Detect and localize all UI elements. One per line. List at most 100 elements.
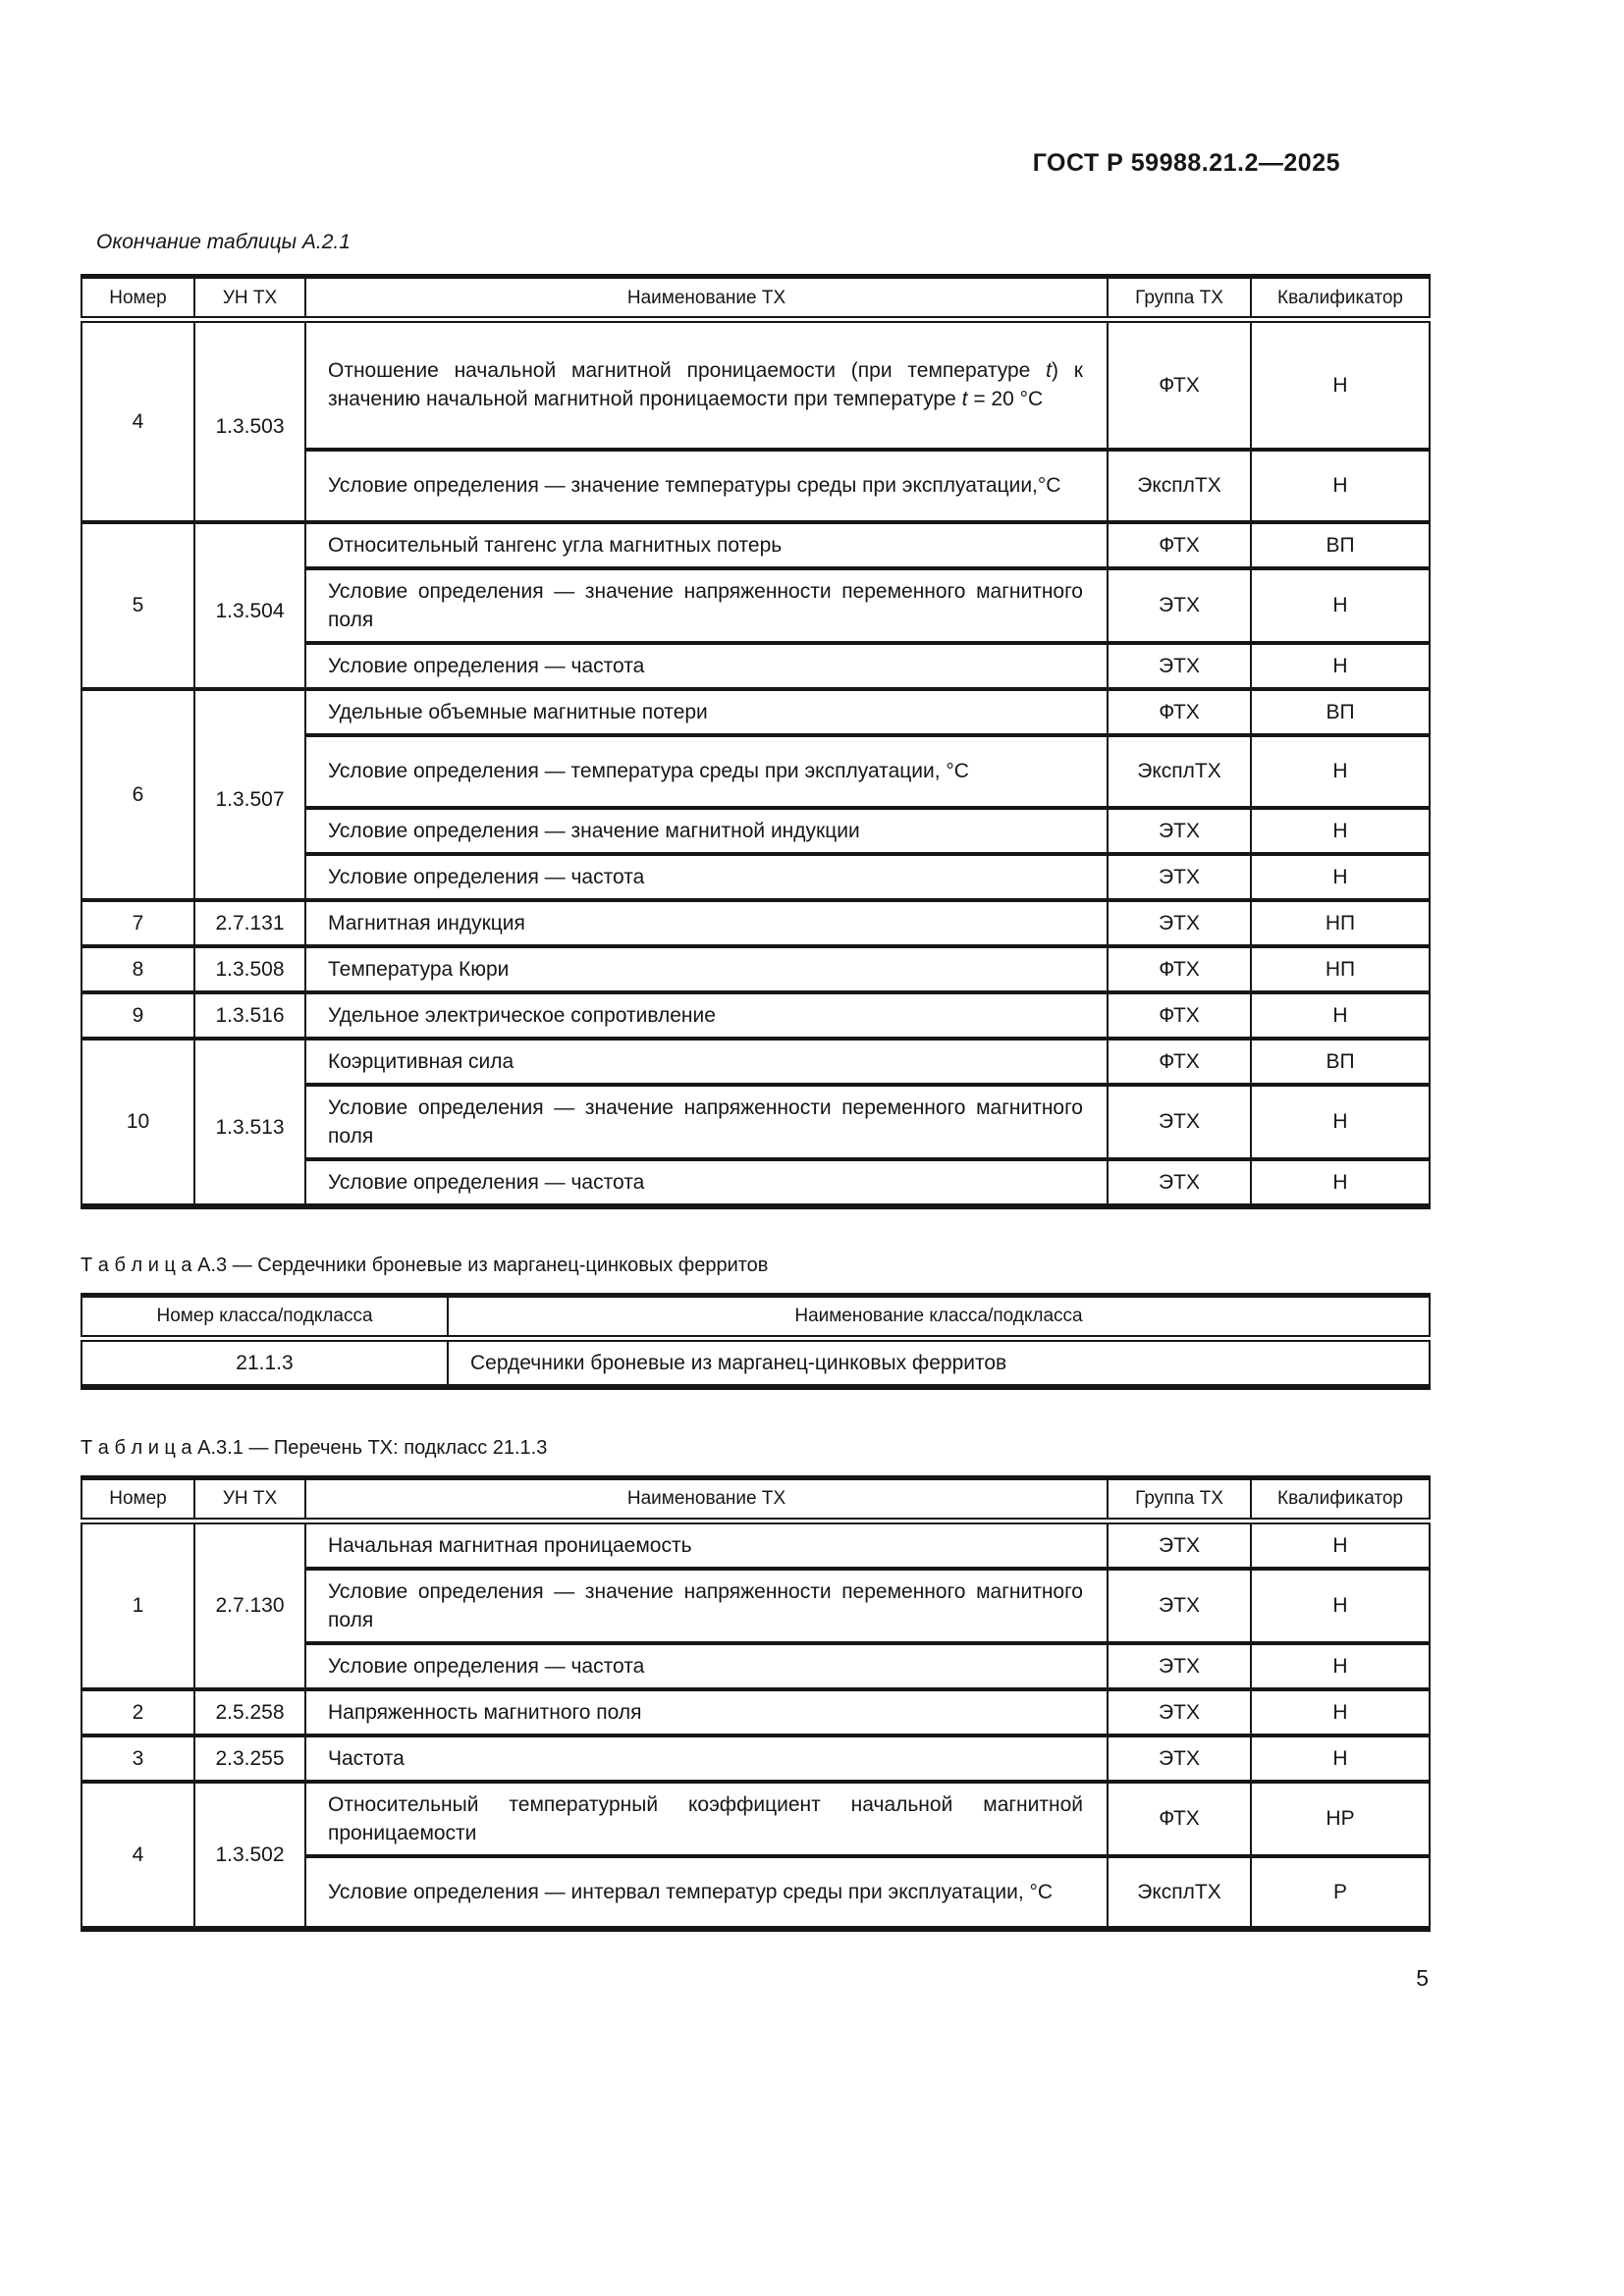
name-cell: Условие определения — частота xyxy=(304,640,1109,689)
table-row: 7 2.7.131 Магнитная индукция ЭТХ НП xyxy=(81,897,1431,946)
name-cell: Условие определения — значение напряженн… xyxy=(304,1566,1109,1643)
group-cell: ЭТХ xyxy=(1107,897,1252,946)
table-row: Условие определения — значение напряженн… xyxy=(81,1566,1431,1643)
col-name-tx: Наименование ТХ xyxy=(304,1477,1109,1524)
un-cell: 1.3.507 xyxy=(193,686,306,900)
group-cell: ЭТХ xyxy=(1107,1566,1252,1643)
un-cell: 1.3.508 xyxy=(193,943,306,992)
page-number: 5 xyxy=(1416,1964,1429,1991)
num-cell: 3 xyxy=(81,1733,195,1782)
un-cell: 2.5.258 xyxy=(193,1686,306,1735)
name-cell: Условие определения — значение напряженн… xyxy=(304,1082,1109,1159)
col-class-name: Наименование класса/подкласса xyxy=(447,1295,1431,1342)
table-row: 10 1.3.513 Коэрцитивная сила ФТХ ВП xyxy=(81,1036,1431,1206)
qualifier-cell: ВП xyxy=(1250,1036,1431,1085)
num-cell: 2 xyxy=(81,1686,195,1735)
name-cell: Условие определения — значение магнитной… xyxy=(304,805,1109,854)
group-cell: ЭТХ xyxy=(1107,1156,1252,1206)
table-row: 3 2.3.255 Частота ЭТХ Н xyxy=(81,1733,1431,1782)
num-cell: 9 xyxy=(81,989,195,1039)
table-row: 5 1.3.504 Относительный тангенс угла маг… xyxy=(81,519,1431,689)
col-un-tx: УН ТХ xyxy=(193,1477,306,1524)
class-name-cell: Сердечники броневые из марганец-цинковых… xyxy=(447,1338,1431,1387)
name-cell: Удельное электрическое сопротивление xyxy=(304,989,1109,1039)
table-row: 4 1.3.503 Отношение начальной магнитной … xyxy=(81,319,1431,522)
name-cell: Частота xyxy=(304,1733,1109,1782)
un-cell: 2.7.131 xyxy=(193,897,306,946)
table-row: Условие определения — интервал температу… xyxy=(81,1853,1431,1929)
document-code: ГОСТ Р 59988.21.2—2025 xyxy=(1032,149,1340,177)
table-row: 2 2.5.258 Напряженность магнитного поля … xyxy=(81,1686,1431,1735)
num-cell: 5 xyxy=(81,519,195,689)
table-row: Условие определения — частота ЭТХ Н xyxy=(81,640,1431,689)
group-cell: ЭТХ xyxy=(1107,1521,1252,1569)
col-un-tx: УН ТХ xyxy=(193,276,306,323)
table-row: 8 1.3.508 Температура Кюри ФТХ НП xyxy=(81,943,1431,992)
group-cell: ЭТХ xyxy=(1107,1082,1252,1159)
table-row: Условие определения — частота ЭТХ Н xyxy=(81,851,1431,900)
table-row: Условие определения — значение напряженн… xyxy=(81,1082,1431,1159)
name-cell: Отношение начальной магнитной проницаемо… xyxy=(304,319,1109,450)
qualifier-cell: Н xyxy=(1250,319,1431,450)
group-cell: ЭТХ xyxy=(1107,640,1252,689)
num-cell: 7 xyxy=(81,897,195,946)
qualifier-cell: ВП xyxy=(1250,686,1431,735)
qualifier-cell: Н xyxy=(1250,1566,1431,1643)
name-cell: Напряженность магнитного поля xyxy=(304,1686,1109,1735)
table-row: Условие определения — значение температу… xyxy=(81,447,1431,522)
col-number: Номер xyxy=(81,1477,195,1524)
qualifier-cell: Н xyxy=(1250,732,1431,808)
name-cell: Условие определения — частота xyxy=(304,1640,1109,1689)
table-row: Условие определения — значение магнитной… xyxy=(81,805,1431,854)
name-cell: Условие определения — частота xyxy=(304,851,1109,900)
col-qualifier: Квалификатор xyxy=(1250,276,1431,323)
class-number-cell: 21.1.3 xyxy=(81,1338,449,1387)
group-cell: ЭТХ xyxy=(1107,851,1252,900)
group-cell: ЭТХ xyxy=(1107,565,1252,643)
group-cell: ФТХ xyxy=(1107,686,1252,735)
name-cell: Условие определения — температура среды … xyxy=(304,732,1109,808)
un-cell: 2.7.130 xyxy=(193,1521,306,1689)
table-row: 21.1.3 Сердечники броневые из марганец-ц… xyxy=(81,1338,1431,1387)
qualifier-cell: Р xyxy=(1250,1853,1431,1929)
name-cell: Магнитная индукция xyxy=(304,897,1109,946)
table-a21-header-row: Номер УН ТХ Наименование ТХ Группа ТХ Кв… xyxy=(81,276,1431,323)
col-number: Номер xyxy=(81,276,195,323)
table-row: 9 1.3.516 Удельное электрическое сопроти… xyxy=(81,989,1431,1039)
un-cell: 1.3.504 xyxy=(193,519,306,689)
table-a31-header-row: Номер УН ТХ Наименование ТХ Группа ТХ Кв… xyxy=(81,1477,1431,1524)
qualifier-cell: Н xyxy=(1250,565,1431,643)
table-row: 1 2.7.130 Начальная магнитная проницаемо… xyxy=(81,1521,1431,1689)
name-cell: Условие определения — интервал температу… xyxy=(304,1853,1109,1929)
qualifier-cell: Н xyxy=(1250,1733,1431,1782)
table-a3-header-row: Номер класса/подкласса Наименование клас… xyxy=(81,1295,1431,1342)
num-cell: 4 xyxy=(81,319,195,522)
group-cell: ЭТХ xyxy=(1107,1686,1252,1735)
table-a21: Номер УН ТХ Наименование ТХ Группа ТХ Кв… xyxy=(81,274,1431,1209)
qualifier-cell: Н xyxy=(1250,447,1431,522)
col-group-tx: Группа ТХ xyxy=(1107,1477,1252,1524)
num-cell: 1 xyxy=(81,1521,195,1689)
col-class-number: Номер класса/подкласса xyxy=(81,1295,449,1342)
name-cell: Относительный температурный коэффициент … xyxy=(304,1779,1109,1856)
table-row: 4 1.3.502 Относительный температурный ко… xyxy=(81,1779,1431,1929)
table-a21-caption: Окончание таблицы А.2.1 xyxy=(96,231,351,253)
num-cell: 8 xyxy=(81,943,195,992)
group-cell: ЭТХ xyxy=(1107,805,1252,854)
un-cell: 1.3.516 xyxy=(193,989,306,1039)
un-cell: 2.3.255 xyxy=(193,1733,306,1782)
group-cell: ФТХ xyxy=(1107,1036,1252,1085)
un-cell: 1.3.513 xyxy=(193,1036,306,1206)
table-row: 6 1.3.507 Удельные объемные магнитные по… xyxy=(81,686,1431,900)
name-cell: Начальная магнитная проницаемость xyxy=(304,1521,1109,1569)
group-cell: ЭксплТХ xyxy=(1107,447,1252,522)
table-row: Условие определения — частота ЭТХ Н xyxy=(81,1640,1431,1689)
group-cell: ЭТХ xyxy=(1107,1733,1252,1782)
col-qualifier: Квалификатор xyxy=(1250,1477,1431,1524)
name-cell: Условие определения — значение напряженн… xyxy=(304,565,1109,643)
name-cell: Условие определения — значение температу… xyxy=(304,447,1109,522)
table-a3: Номер класса/подкласса Наименование клас… xyxy=(81,1292,1431,1390)
table-a3-caption: Т а б л и ц а А.3 — Сердечники броневые … xyxy=(81,1254,769,1276)
group-cell: ФТХ xyxy=(1107,943,1252,992)
